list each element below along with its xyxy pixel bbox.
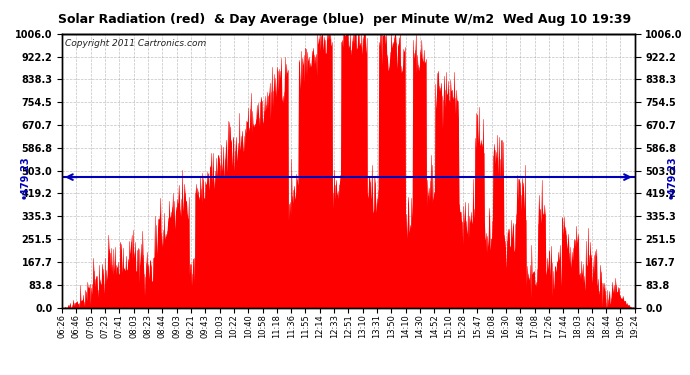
Text: Solar Radiation (red)  & Day Average (blue)  per Minute W/m2  Wed Aug 10 19:39: Solar Radiation (red) & Day Average (blu… (59, 13, 631, 26)
Text: •479.23: •479.23 (20, 155, 30, 199)
Text: Copyright 2011 Cartronics.com: Copyright 2011 Cartronics.com (65, 39, 206, 48)
Text: •479.23: •479.23 (667, 155, 677, 199)
